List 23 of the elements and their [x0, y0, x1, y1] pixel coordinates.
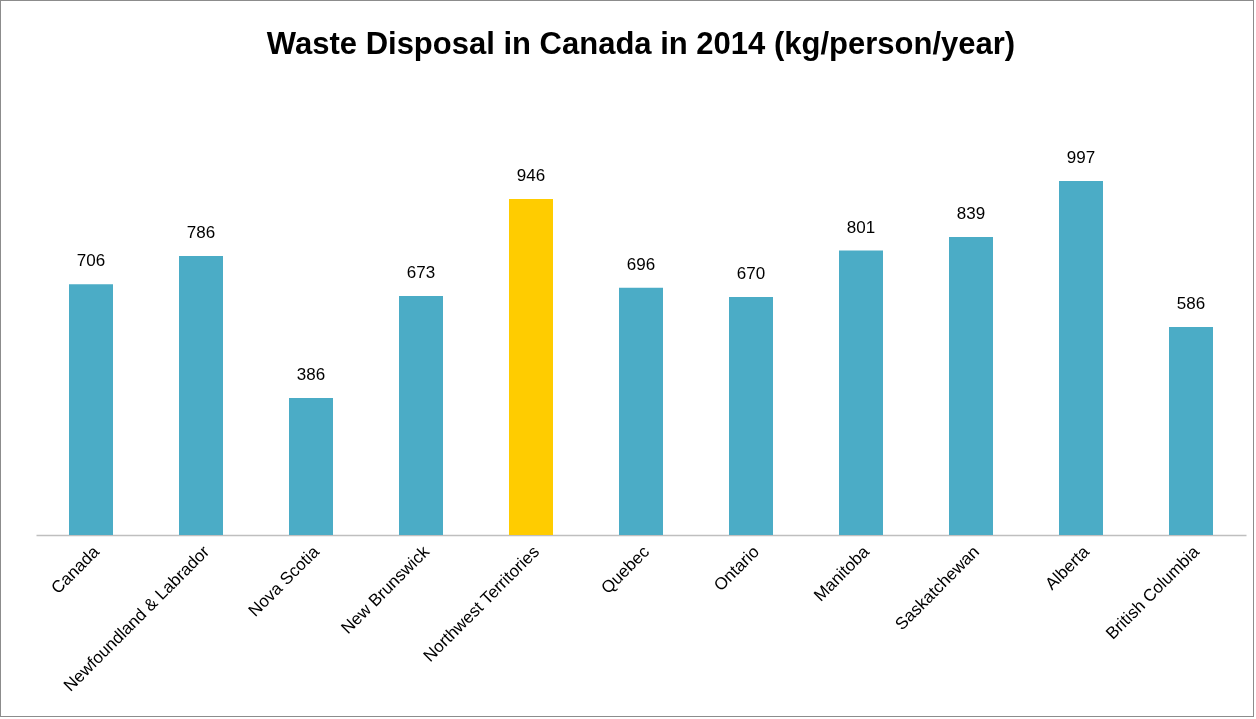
bar [949, 237, 993, 535]
data-label: 801 [846, 217, 876, 237]
data-label: 706 [76, 251, 106, 271]
bar [1059, 181, 1103, 535]
bar [1169, 326, 1213, 535]
data-label: 386 [296, 364, 326, 384]
bar [69, 284, 113, 535]
bar [289, 397, 333, 535]
data-label: 997 [1066, 148, 1096, 167]
data-label: 673 [406, 263, 436, 283]
bar [509, 199, 553, 535]
chart-title: Waste Disposal in Canada in 2014 (kg/person/year) [266, 26, 1016, 61]
bar [179, 255, 223, 535]
data-label: 696 [626, 254, 656, 274]
data-label: 586 [1176, 293, 1206, 313]
bar [839, 250, 883, 535]
bar [729, 297, 773, 535]
data-label: 946 [516, 166, 546, 186]
bar [619, 287, 663, 535]
bar [399, 296, 443, 535]
data-label: 839 [956, 204, 986, 224]
data-label: 786 [186, 222, 216, 242]
data-label: 670 [736, 264, 766, 284]
